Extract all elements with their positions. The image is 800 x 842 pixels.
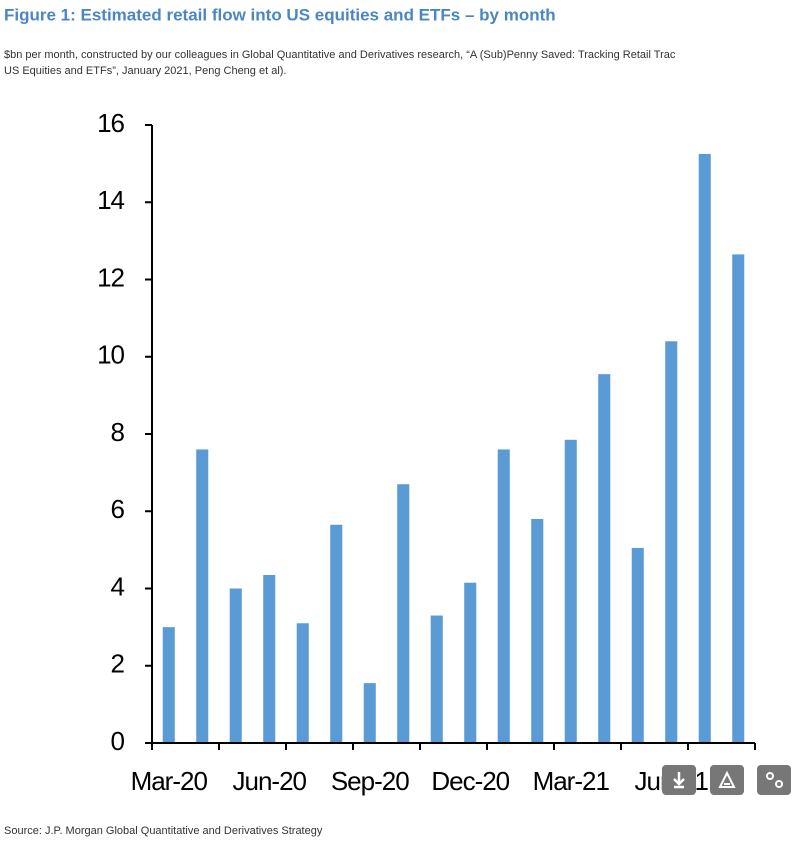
y-tick-label: 10: [97, 340, 124, 370]
bar: [430, 615, 443, 743]
toolbar: [662, 765, 791, 795]
bar: [631, 547, 644, 743]
y-tick-label: 0: [111, 726, 125, 756]
bar: [598, 374, 611, 743]
y-tick-label: 12: [97, 262, 124, 292]
source: Source: J.P. Morgan Global Quantitative …: [4, 825, 323, 837]
y-tick-label: 16: [97, 108, 124, 138]
bar: [196, 449, 209, 743]
subtitle: $bn per month, constructed by our collea…: [4, 49, 676, 61]
more-icon: [775, 780, 783, 788]
bar: [464, 582, 477, 743]
bar: [363, 683, 376, 743]
download-icon: [673, 772, 685, 789]
plot: 0 2 4 6 8 10 12 14 16 Mar-20 Jun-20 Sep-20 Dec-20 Mar…: [97, 108, 756, 796]
bar: [397, 484, 410, 743]
bar: [162, 627, 175, 743]
x-tick-label: Mar-20: [131, 766, 208, 796]
bar: [665, 341, 678, 743]
y-tick-label: 4: [111, 571, 125, 601]
more-button[interactable]: [757, 765, 791, 795]
subtitle: US Equities and ETFs”, January 2021, Pen…: [4, 65, 287, 77]
more-icon: [766, 772, 774, 780]
x-tick-label: Sep-20: [331, 766, 409, 796]
bar: [564, 439, 577, 743]
edit-button[interactable]: [710, 765, 744, 795]
bar: [497, 449, 510, 743]
chart-title: Figure 1: Estimated retail flow into US …: [4, 5, 556, 24]
x-tick-label: Dec-20: [431, 766, 509, 796]
bar: [330, 524, 343, 743]
y-tick-label: 8: [111, 417, 125, 447]
bar: [229, 588, 242, 743]
bar: [531, 518, 544, 743]
x-tick-label: Mar-21: [533, 766, 610, 796]
bar: [698, 153, 711, 743]
y-tick-label: 6: [111, 494, 125, 524]
edit-icon: [718, 770, 736, 788]
x-tick-label: Jun-20: [233, 766, 307, 796]
bar: [296, 623, 309, 743]
y-tick-label: 14: [97, 185, 124, 215]
y-tick-label: 2: [111, 649, 125, 679]
bar: [263, 574, 276, 743]
bar: [732, 254, 745, 744]
